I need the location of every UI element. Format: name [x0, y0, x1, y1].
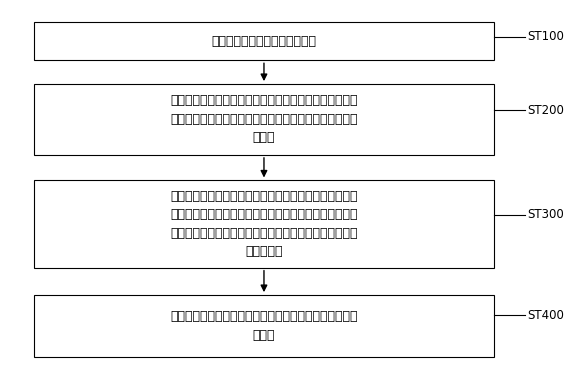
Text: 获取无雾霾的干净驾驶场景视频: 获取无雾霾的干净驾驶场景视频	[211, 35, 317, 48]
Text: ST400: ST400	[527, 309, 564, 321]
Bar	[34, 180, 494, 268]
Text: ST100: ST100	[527, 30, 564, 43]
Bar	[34, 295, 494, 357]
Text: 根据基于暗原色先验的单一图像去雾算法，计算所述驾驶
场景视频中每一帧图像对应的大气光亮度值信息和深度信
息矩阵: 根据基于暗原色先验的单一图像去雾算法，计算所述驾驶 场景视频中每一帧图像对应的大…	[170, 94, 358, 144]
Text: ST300: ST300	[527, 208, 564, 221]
Text: 根据大气散射模型，获得雾霾图像模型方程，并根据所述
雾霾图像模型方程、深度信息矩阵、大气光亮度值信息及
预先设置的雾霾浓度参数将每一帧图像生成对应具有雾霾
效果: 根据大气散射模型，获得雾霾图像模型方程，并根据所述 雾霾图像模型方程、深度信息矩…	[170, 190, 358, 258]
Bar	[34, 22, 494, 60]
Text: ST200: ST200	[527, 104, 564, 117]
Text: 将所有具有雾霾效果的图像合成为含有雾霾效果的驾驶场
景视频: 将所有具有雾霾效果的图像合成为含有雾霾效果的驾驶场 景视频	[170, 310, 358, 342]
Bar	[34, 84, 494, 155]
